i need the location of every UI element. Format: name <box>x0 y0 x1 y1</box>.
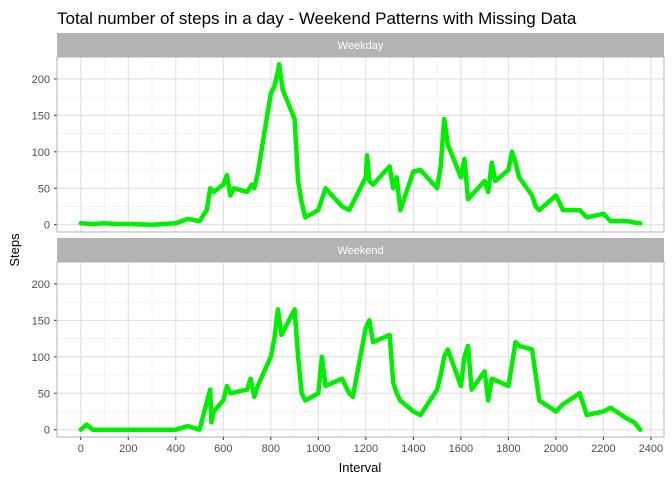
x-tick-label: 200 <box>119 443 137 455</box>
x-axis-title: Interval <box>339 460 382 475</box>
facet-panel-weekend: Weekend 0 50 100 150 200 <box>32 238 665 438</box>
facet-panels: Weekday 0 50 100 150 200 Weekend 0 50 100 150 200 <box>32 33 665 438</box>
y-tick-label: 0 <box>44 220 50 232</box>
x-tick-label: 600 <box>214 443 232 455</box>
x-tick-label: 2000 <box>544 443 568 455</box>
facet-strip-label: Weekend <box>337 245 383 257</box>
y-tick-label: 50 <box>38 388 50 400</box>
facet-strip <box>57 33 664 57</box>
series-line-weekday <box>78 62 643 227</box>
x-tick-label: 1400 <box>401 443 425 455</box>
x-tick-label: 1000 <box>306 443 330 455</box>
y-tick-label: 150 <box>32 110 50 122</box>
panel-border <box>56 261 665 438</box>
x-tick-label: 1600 <box>449 443 473 455</box>
gridlines <box>57 262 664 437</box>
y-tick-label: 150 <box>32 315 50 327</box>
x-tick-label: 0 <box>78 443 84 455</box>
series-line-weekend <box>78 307 643 432</box>
y-tick-label: 100 <box>32 147 50 159</box>
y-axis-title: Steps <box>7 233 22 267</box>
facet-strip-label: Weekday <box>338 40 384 52</box>
plot-background <box>57 57 664 232</box>
facet-strip <box>57 238 664 262</box>
x-tick-label: 2200 <box>591 443 615 455</box>
x-tick-label: 2400 <box>639 443 663 455</box>
y-tick-label: 200 <box>32 74 50 86</box>
y-tick-label: 50 <box>38 183 50 195</box>
facet-panel-weekday: Weekday 0 50 100 150 200 <box>32 33 665 233</box>
chart-title: Total number of steps in a day - Weekend… <box>57 9 577 28</box>
x-tick-label: 400 <box>167 443 185 455</box>
y-tick-label: 0 <box>44 425 50 437</box>
y-tick-label: 100 <box>32 352 50 364</box>
x-tick-label: 1800 <box>496 443 520 455</box>
panel-border <box>56 56 665 233</box>
x-axis: 0 200 400 600 800 1000 1200 1400 1600 1800 2000 220… <box>78 437 663 455</box>
x-tick-label: 1200 <box>354 443 378 455</box>
y-tick-label: 200 <box>32 279 50 291</box>
x-tick-label: 800 <box>262 443 280 455</box>
